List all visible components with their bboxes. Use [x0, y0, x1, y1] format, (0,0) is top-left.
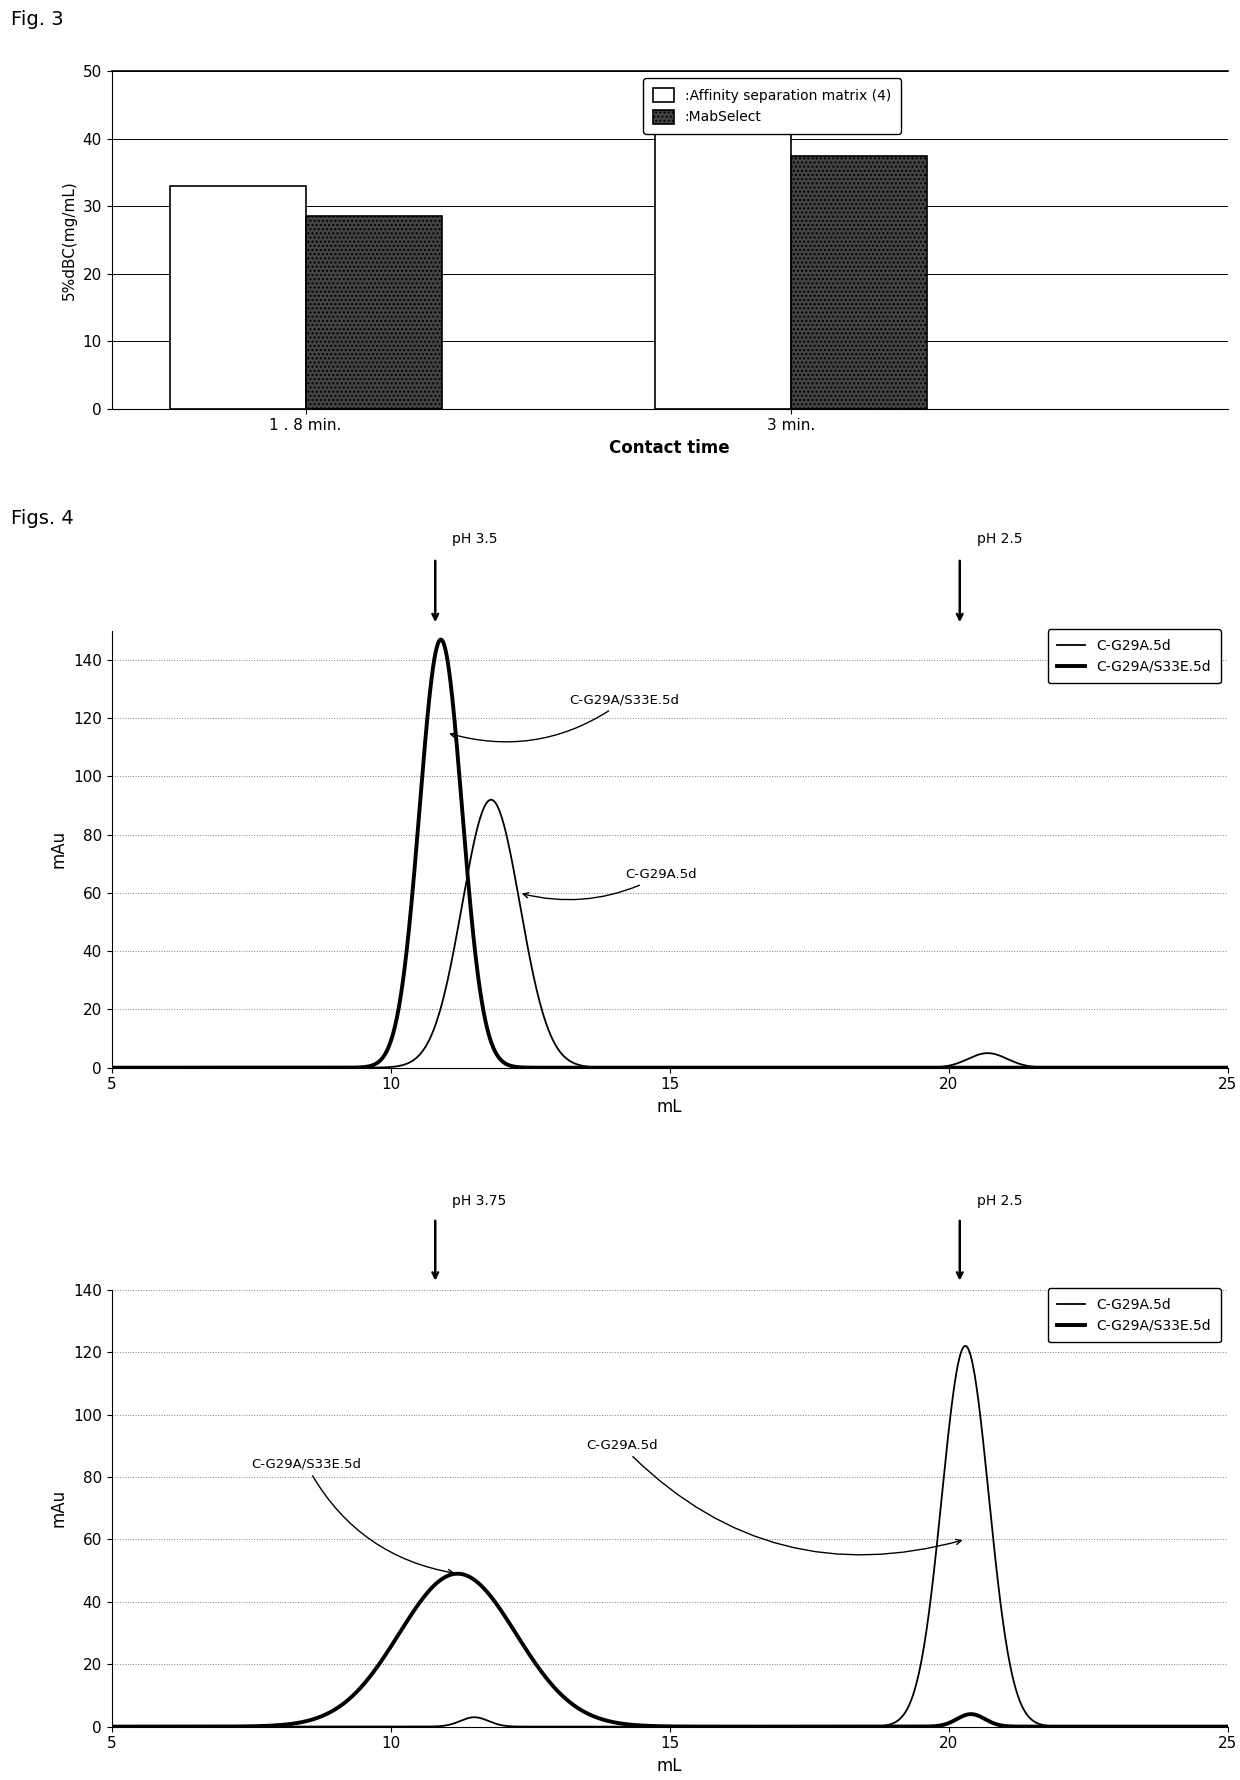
C-G29A/S33E.5d: [434, 628, 449, 650]
C-G29A/S33E.5d: [1079, 1716, 1094, 1737]
Bar: [655, 132, 791, 409]
C-G29A.5d: [104, 1057, 119, 1079]
X-axis label: mL: mL: [657, 1098, 682, 1116]
C-G29A/S33E.5d: [1199, 1716, 1214, 1737]
C-G29A.5d: [580, 1716, 595, 1737]
C-G29A.5d: [1199, 1057, 1214, 1079]
Y-axis label: 5%dBC(mg/mL): 5%dBC(mg/mL): [62, 180, 77, 299]
C-G29A/S33E.5d: [104, 1716, 119, 1737]
Y-axis label: mAu: mAu: [50, 829, 67, 869]
Line: C-G29A.5d: C-G29A.5d: [112, 1346, 1228, 1727]
C-G29A/S33E.5d: [232, 1057, 247, 1079]
C-G29A/S33E.5d: [1199, 1057, 1214, 1079]
C-G29A.5d: [1220, 1716, 1235, 1737]
Bar: [791, 155, 926, 409]
Y-axis label: mAu: mAu: [50, 1490, 67, 1527]
Bar: [306, 217, 441, 409]
C-G29A.5d: [1220, 1057, 1235, 1079]
Text: pH 3.5: pH 3.5: [453, 532, 497, 546]
C-G29A.5d: [532, 991, 547, 1013]
Text: C-G29A.5d: C-G29A.5d: [523, 869, 697, 899]
Text: Figs. 4: Figs. 4: [11, 509, 74, 527]
C-G29A.5d: [532, 1716, 547, 1737]
Text: Fig. 3: Fig. 3: [11, 11, 63, 30]
C-G29A/S33E.5d: [232, 1716, 247, 1737]
C-G29A/S33E.5d: [580, 1057, 595, 1079]
Text: pH 2.5: pH 2.5: [977, 532, 1022, 546]
C-G29A/S33E.5d: [1220, 1716, 1235, 1737]
Line: C-G29A/S33E.5d: C-G29A/S33E.5d: [112, 639, 1228, 1068]
C-G29A.5d: [1079, 1057, 1094, 1079]
Line: C-G29A.5d: C-G29A.5d: [112, 799, 1228, 1068]
Text: C-G29A/S33E.5d: C-G29A/S33E.5d: [450, 694, 680, 742]
C-G29A/S33E.5d: [104, 1057, 119, 1079]
Text: pH 3.75: pH 3.75: [453, 1194, 506, 1209]
C-G29A.5d: [1079, 1716, 1094, 1737]
Legend: :Affinity separation matrix (4), :MabSelect: :Affinity separation matrix (4), :MabSel…: [644, 78, 900, 134]
Bar: [170, 185, 306, 409]
C-G29A.5d: [298, 1716, 312, 1737]
Legend: C-G29A.5d, C-G29A/S33E.5d: C-G29A.5d, C-G29A/S33E.5d: [1048, 628, 1220, 684]
C-G29A/S33E.5d: [580, 1703, 595, 1725]
C-G29A/S33E.5d: [450, 1563, 465, 1584]
C-G29A.5d: [232, 1057, 247, 1079]
C-G29A/S33E.5d: [298, 1057, 312, 1079]
C-G29A.5d: [1199, 1716, 1214, 1737]
Line: C-G29A/S33E.5d: C-G29A/S33E.5d: [112, 1574, 1228, 1727]
C-G29A.5d: [104, 1716, 119, 1737]
C-G29A.5d: [957, 1335, 972, 1356]
Text: C-G29A.5d: C-G29A.5d: [587, 1438, 961, 1556]
C-G29A.5d: [298, 1057, 312, 1079]
C-G29A/S33E.5d: [298, 1711, 312, 1732]
Text: pH 2.5: pH 2.5: [977, 1194, 1022, 1209]
C-G29A.5d: [580, 1056, 595, 1077]
C-G29A.5d: [232, 1716, 247, 1737]
C-G29A.5d: [484, 789, 498, 810]
X-axis label: mL: mL: [657, 1757, 682, 1775]
X-axis label: Contact time: Contact time: [609, 440, 730, 457]
C-G29A/S33E.5d: [532, 1057, 547, 1079]
C-G29A/S33E.5d: [1220, 1057, 1235, 1079]
Text: C-G29A/S33E.5d: C-G29A/S33E.5d: [252, 1458, 454, 1575]
C-G29A/S33E.5d: [532, 1659, 547, 1680]
C-G29A/S33E.5d: [1079, 1057, 1094, 1079]
Legend: C-G29A.5d, C-G29A/S33E.5d: C-G29A.5d, C-G29A/S33E.5d: [1048, 1289, 1220, 1342]
